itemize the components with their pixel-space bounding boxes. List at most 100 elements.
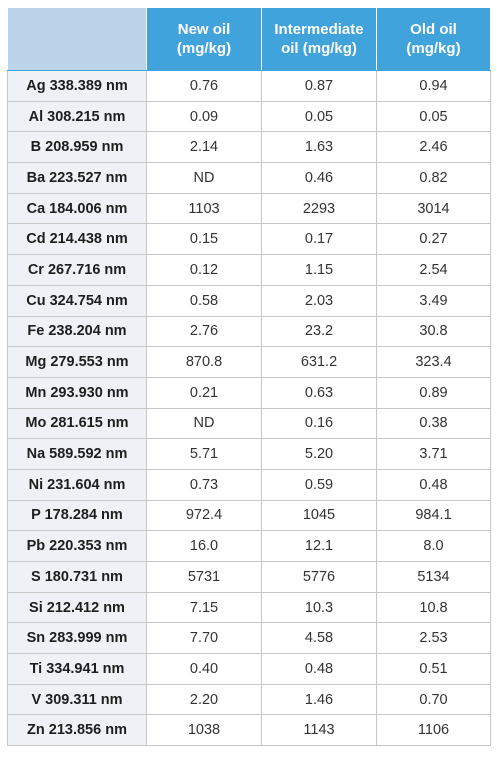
intermediate-oil-value: 0.59 [261, 468, 377, 501]
new-oil-value: 1103 [146, 192, 262, 225]
old-oil-value: 8.0 [376, 530, 491, 562]
header-intermediate-oil-line2: oil (mg/kg) [281, 40, 357, 57]
new-oil-value: 0.58 [146, 284, 262, 317]
new-oil-value: 5.71 [146, 438, 262, 470]
new-oil-value: 0.09 [146, 100, 262, 133]
old-oil-value: 5134 [376, 561, 491, 593]
intermediate-oil-value: 0.48 [261, 653, 377, 685]
new-oil-value: 0.21 [146, 376, 262, 409]
table-row: S 180.731 nm 5731 5776 5134 [7, 561, 491, 593]
old-oil-value: 0.27 [376, 223, 491, 256]
element-line-cell: Fe 238.204 nm [7, 315, 147, 348]
header-new-oil-line1: New oil [177, 21, 231, 38]
table-row: Mo 281.615 nm ND 0.16 0.38 [7, 407, 491, 440]
new-oil-value: 2.14 [146, 131, 262, 164]
intermediate-oil-value: 10.3 [261, 591, 377, 624]
new-oil-value: 5731 [146, 561, 262, 593]
old-oil-value: 0.82 [376, 162, 491, 194]
intermediate-oil-value: 4.58 [261, 622, 377, 655]
new-oil-value: ND [146, 162, 262, 194]
old-oil-value: 0.05 [376, 100, 491, 133]
element-line-cell: Mg 279.553 nm [7, 346, 147, 378]
new-oil-value: 0.76 [146, 70, 262, 102]
element-line-cell: Cu 324.754 nm [7, 284, 147, 317]
element-line-cell: Cd 214.438 nm [7, 223, 147, 256]
intermediate-oil-value: 1.15 [261, 254, 377, 286]
element-line-cell: V 309.311 nm [7, 683, 147, 716]
element-line-cell: Ti 334.941 nm [7, 653, 147, 685]
intermediate-oil-value: 0.63 [261, 376, 377, 409]
new-oil-value: 2.20 [146, 683, 262, 716]
element-line-cell: Zn 213.856 nm [7, 714, 147, 747]
element-line-cell: Al 308.215 nm [7, 100, 147, 133]
intermediate-oil-value: 1143 [261, 714, 377, 747]
old-oil-value: 3.49 [376, 284, 491, 317]
element-line-cell: Ag 338.389 nm [7, 70, 147, 102]
intermediate-oil-value: 12.1 [261, 530, 377, 562]
new-oil-value: ND [146, 407, 262, 440]
new-oil-value: 972.4 [146, 499, 262, 532]
intermediate-oil-value: 5776 [261, 561, 377, 593]
table-row: Si 212.412 nm 7.15 10.3 10.8 [7, 591, 491, 624]
old-oil-value: 3.71 [376, 438, 491, 470]
element-line-cell: B 208.959 nm [7, 131, 147, 164]
table-row: Ti 334.941 nm 0.40 0.48 0.51 [7, 653, 491, 685]
old-oil-value: 0.70 [376, 683, 491, 716]
new-oil-value: 870.8 [146, 346, 262, 378]
intermediate-oil-value: 1.46 [261, 683, 377, 716]
element-line-cell: Cr 267.716 nm [7, 254, 147, 286]
header-old-oil-line1: Old oil [410, 21, 457, 38]
header-row: New oil (mg/kg) Intermediate oil (mg/kg)… [7, 7, 491, 71]
new-oil-value: 7.70 [146, 622, 262, 655]
table-row: Na 589.592 nm 5.71 5.20 3.71 [7, 438, 491, 470]
new-oil-value: 0.40 [146, 653, 262, 685]
table-row: Ag 338.389 nm 0.76 0.87 0.94 [7, 70, 491, 102]
table-row: Zn 213.856 nm 1038 1143 1106 [7, 714, 491, 747]
old-oil-value: 984.1 [376, 499, 491, 532]
intermediate-oil-value: 2.03 [261, 284, 377, 317]
old-oil-value: 2.54 [376, 254, 491, 286]
old-oil-value: 3014 [376, 192, 491, 225]
old-oil-value: 0.89 [376, 376, 491, 409]
table-row: Fe 238.204 nm 2.76 23.2 30.8 [7, 315, 491, 348]
element-line-cell: P 178.284 nm [7, 499, 147, 532]
header-new-oil: New oil (mg/kg) [146, 7, 262, 71]
intermediate-oil-value: 1.63 [261, 131, 377, 164]
intermediate-oil-value: 0.46 [261, 162, 377, 194]
table-row: Mg 279.553 nm 870.8 631.2 323.4 [7, 346, 491, 378]
element-line-cell: Si 212.412 nm [7, 591, 147, 624]
element-line-cell: Mn 293.930 nm [7, 376, 147, 409]
new-oil-value: 0.12 [146, 254, 262, 286]
element-line-cell: Ba 223.527 nm [7, 162, 147, 194]
old-oil-value: 0.38 [376, 407, 491, 440]
old-oil-value: 30.8 [376, 315, 491, 348]
old-oil-value: 2.46 [376, 131, 491, 164]
header-new-oil-line2: (mg/kg) [176, 40, 232, 57]
intermediate-oil-value: 0.17 [261, 223, 377, 256]
table-row: Ba 223.527 nm ND 0.46 0.82 [7, 162, 491, 194]
new-oil-value: 16.0 [146, 530, 262, 562]
table-row: Mn 293.930 nm 0.21 0.63 0.89 [7, 376, 491, 409]
table-header: New oil (mg/kg) Intermediate oil (mg/kg)… [7, 7, 491, 71]
intermediate-oil-value: 0.05 [261, 100, 377, 133]
element-line-cell: Na 589.592 nm [7, 438, 147, 470]
table-row: Cr 267.716 nm 0.12 1.15 2.54 [7, 254, 491, 286]
element-line-cell: Pb 220.353 nm [7, 530, 147, 562]
old-oil-value: 323.4 [376, 346, 491, 378]
intermediate-oil-value: 2293 [261, 192, 377, 225]
intermediate-oil-value: 631.2 [261, 346, 377, 378]
new-oil-value: 1038 [146, 714, 262, 747]
table-row: B 208.959 nm 2.14 1.63 2.46 [7, 131, 491, 164]
element-concentration-table: New oil (mg/kg) Intermediate oil (mg/kg)… [7, 7, 491, 747]
header-old-oil: Old oil (mg/kg) [376, 7, 491, 71]
old-oil-value: 0.48 [376, 468, 491, 501]
header-intermediate-oil: Intermediate oil (mg/kg) [261, 7, 377, 71]
header-old-oil-line2: (mg/kg) [406, 40, 461, 57]
intermediate-oil-value: 0.16 [261, 407, 377, 440]
table-row: Al 308.215 nm 0.09 0.05 0.05 [7, 100, 491, 133]
new-oil-value: 2.76 [146, 315, 262, 348]
table-row: Cd 214.438 nm 0.15 0.17 0.27 [7, 223, 491, 256]
table-row: Ca 184.006 nm 1103 2293 3014 [7, 192, 491, 225]
table-row: P 178.284 nm 972.4 1045 984.1 [7, 499, 491, 532]
new-oil-value: 7.15 [146, 591, 262, 624]
